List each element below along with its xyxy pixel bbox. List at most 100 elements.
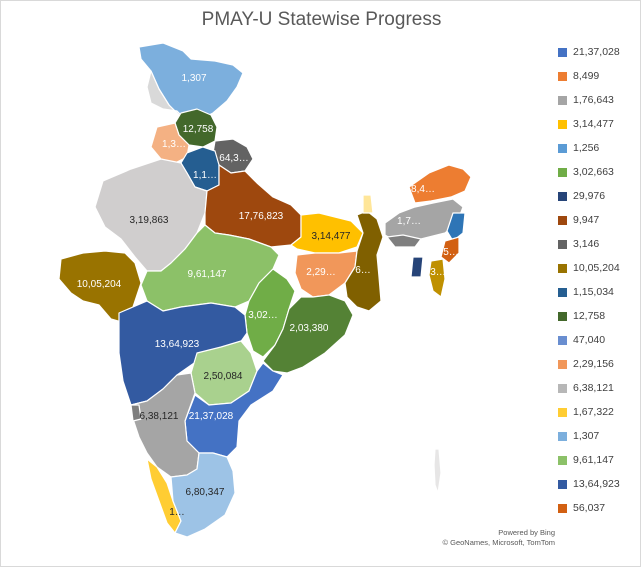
- legend-item: 9,947: [558, 213, 599, 227]
- legend-label: 9,947: [573, 214, 600, 226]
- legend-item: 3,146: [558, 237, 599, 251]
- legend-label: 1,15,034: [573, 286, 614, 298]
- legend-label: 10,05,204: [573, 262, 620, 274]
- legend-swatch: [558, 503, 567, 513]
- legend-item: 13,64,923: [558, 477, 620, 491]
- legend-swatch: [558, 455, 567, 465]
- region-label-punjab: 1,3…: [162, 139, 186, 150]
- region-uttar-pradesh: [204, 164, 302, 248]
- region-label-jammu-kashmir: 1,307: [181, 73, 206, 84]
- legend-item: 21,37,028: [558, 45, 620, 59]
- legend-label: 13,64,923: [573, 478, 620, 490]
- legend-swatch: [558, 191, 567, 201]
- legend-label: 1,307: [573, 430, 600, 442]
- legend-item: 9,61,147: [558, 453, 614, 467]
- legend-swatch: [558, 47, 567, 57]
- region-label-mizoram: 3…: [430, 267, 446, 278]
- region-label-arunachal-pradesh: 8,4…: [411, 184, 435, 195]
- legend-label: 12,758: [573, 310, 606, 322]
- legend-label: 29,976: [573, 190, 606, 202]
- legend-label: 1,67,322: [573, 406, 614, 418]
- region-label-manipur: 5…: [443, 247, 459, 258]
- legend-swatch: [558, 311, 567, 321]
- legend-item: 1,307: [558, 429, 599, 443]
- legend-label: 3,02,663: [573, 166, 614, 178]
- region-label-odisha: 2,03,380: [290, 323, 329, 334]
- region-mizoram: [428, 258, 446, 298]
- region-sikkim: [362, 194, 374, 214]
- legend-label: 9,61,147: [573, 454, 614, 466]
- legend-swatch: [558, 71, 567, 81]
- region-label-rajasthan: 3,19,863: [130, 215, 169, 226]
- region-label-kerala: 1…: [169, 507, 185, 518]
- legend-swatch: [558, 239, 567, 249]
- legend-swatch: [558, 215, 567, 225]
- legend-item: 56,037: [558, 501, 605, 515]
- legend-label: 1,76,643: [573, 94, 614, 106]
- legend-item: 12,758: [558, 309, 605, 323]
- region-label-uttar-pradesh: 17,76,823: [239, 211, 284, 222]
- region-label-madhya-pradesh: 9,61,147: [188, 269, 227, 280]
- legend-swatch: [558, 359, 567, 369]
- legend-swatch: [558, 143, 567, 153]
- region-arunachal-pradesh: [408, 164, 472, 204]
- map-attribution: Powered by Bing © GeoNames, Microsoft, T…: [431, 528, 556, 548]
- legend-label: 21,37,028: [573, 46, 620, 58]
- legend-item: 47,040: [558, 333, 605, 347]
- legend-item: 1,67,322: [558, 405, 614, 419]
- legend-label: 1,256: [573, 142, 600, 154]
- legend-item: 8,499: [558, 69, 599, 83]
- region-goa: [130, 404, 142, 422]
- legend-swatch: [558, 263, 567, 273]
- region-label-uttarakhand: 64,3…: [219, 153, 248, 164]
- attribution-sources: © GeoNames, Microsoft, TomTom: [442, 538, 556, 547]
- region-label-haryana: 1,1…: [193, 170, 217, 181]
- legend-item: 1,256: [558, 141, 599, 155]
- legend-item: 2,29,156: [558, 357, 614, 371]
- region-tamil-nadu: [170, 452, 236, 538]
- legend-item: 6,38,121: [558, 381, 614, 395]
- region-label-andhra-pradesh: 21,37,028: [189, 411, 234, 422]
- legend-item: 29,976: [558, 189, 605, 203]
- legend-swatch: [558, 119, 567, 129]
- region-odisha: [262, 294, 354, 374]
- region-manipur: [440, 236, 460, 264]
- legend-label: 2,29,156: [573, 358, 614, 370]
- legend-item: 3,14,477: [558, 117, 614, 131]
- region-label-jharkhand: 2,29…: [306, 267, 335, 278]
- legend-label: 3,146: [573, 238, 600, 250]
- legend-swatch: [558, 407, 567, 417]
- region-andaman: [433, 448, 442, 494]
- region-label-himachal-pradesh: 12,758: [183, 124, 214, 135]
- legend-swatch: [558, 479, 567, 489]
- region-tripura: [410, 256, 424, 278]
- legend-label: 6,38,121: [573, 382, 614, 394]
- legend-label: 56,037: [573, 502, 606, 514]
- attribution-powered-by: Powered by Bing: [498, 528, 555, 537]
- legend-item: 1,15,034: [558, 285, 614, 299]
- legend-label: 47,040: [573, 334, 606, 346]
- region-label-chhattisgarh: 3,02…: [248, 310, 277, 321]
- region-label-maharashtra: 13,64,923: [155, 339, 200, 350]
- region-label-karnataka: 6,38,121: [140, 411, 179, 422]
- legend-swatch: [558, 95, 567, 105]
- legend-label: 3,14,477: [573, 118, 614, 130]
- legend-label: 8,499: [573, 70, 600, 82]
- chart-title: PMAY-U Statewise Progress: [201, 9, 442, 30]
- region-meghalaya: [386, 234, 422, 248]
- legend-swatch: [558, 287, 567, 297]
- region-label-gujarat: 10,05,204: [77, 279, 122, 290]
- legend-item: 3,02,663: [558, 165, 614, 179]
- legend-item: 10,05,204: [558, 261, 620, 275]
- legend-item: 1,76,643: [558, 93, 614, 107]
- region-label-tamil-nadu: 6,80,347: [186, 487, 225, 498]
- region-bihar: [290, 212, 364, 254]
- region-label-west-bengal: 6…: [355, 265, 371, 276]
- legend-swatch: [558, 431, 567, 441]
- region-label-assam: 1,7…: [397, 216, 421, 227]
- legend-swatch: [558, 383, 567, 393]
- region-label-telangana: 2,50,084: [204, 371, 243, 382]
- region-west-bengal: [344, 210, 384, 312]
